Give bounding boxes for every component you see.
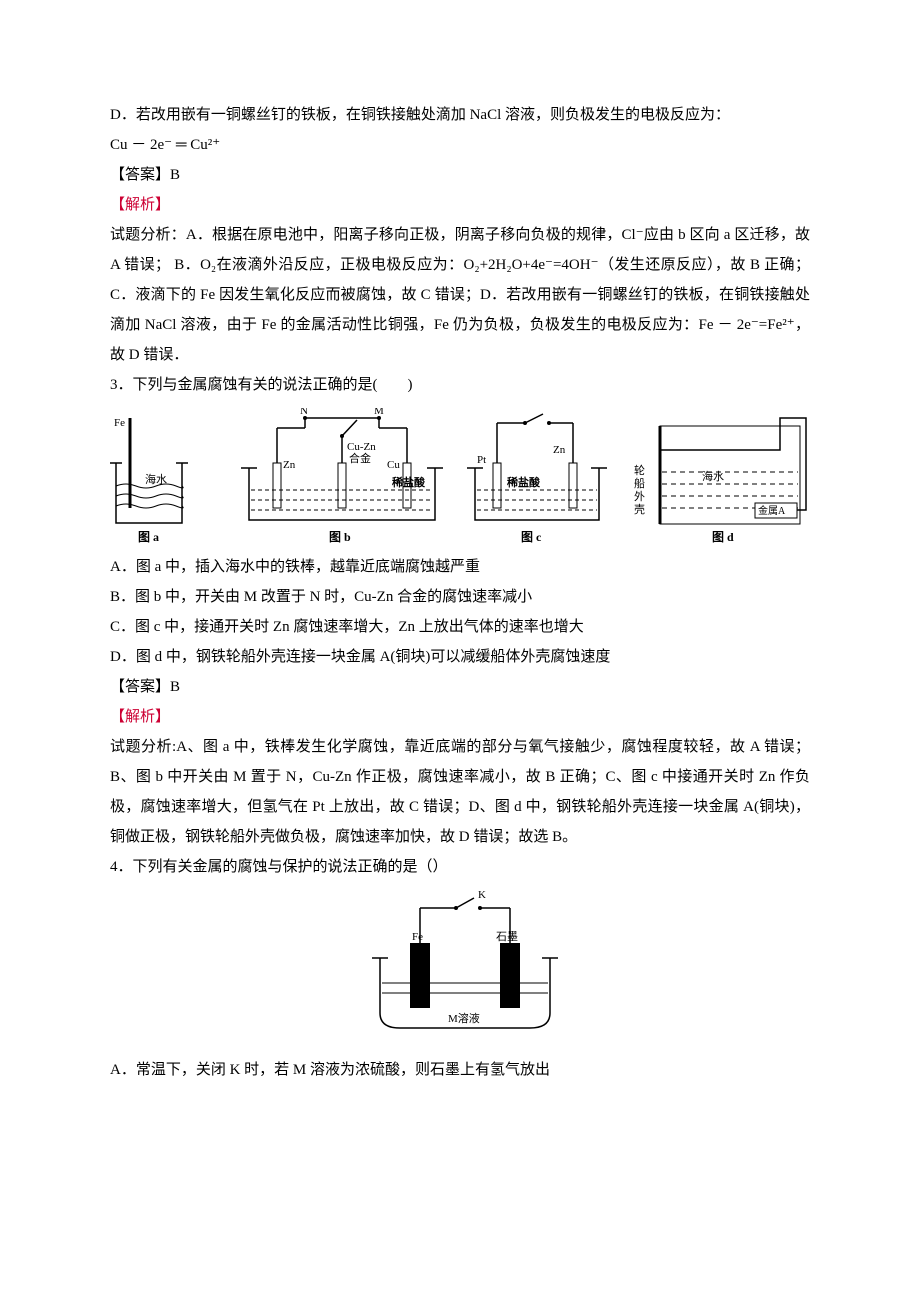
answer-3-value: B xyxy=(170,679,180,695)
option-d-label: D． xyxy=(110,107,136,123)
figD-hull-4: 壳 xyxy=(634,502,645,516)
figC-liquid xyxy=(477,490,597,510)
figB-n-label: N xyxy=(300,408,308,417)
figA-caption: 图 a xyxy=(138,530,159,544)
figC-switch-arm xyxy=(525,414,543,423)
q4-sw-l xyxy=(454,906,458,910)
figure-d: 轮 船 外 壳 海水 金属A 图 d xyxy=(630,408,810,548)
figD-hull-2: 船 xyxy=(634,476,645,490)
figB-alloy-electrode xyxy=(338,463,346,508)
figC-sw-r xyxy=(547,421,551,425)
figC-zn-electrode xyxy=(569,463,577,508)
q4-m-label: M溶液 xyxy=(448,1011,480,1025)
q4-fe-label: Fe xyxy=(412,931,423,943)
figC-zn-label: Zn xyxy=(553,444,566,456)
figB-switch-arm xyxy=(342,420,357,436)
figB-zn-electrode xyxy=(273,463,281,508)
figure-a: Fe 海水 图 a xyxy=(110,408,220,548)
figA-sea-label: 海水 xyxy=(145,472,167,486)
figure-b: N M Zn Cu-Zn 合金 Cu xyxy=(237,408,447,548)
q3-option-b: B．图 b 中，开关由 M 改置于 N 时，Cu-Zn 合金的腐蚀速率减小 xyxy=(110,582,810,612)
figC-caption: 图 c xyxy=(521,530,542,544)
figB-liquid xyxy=(251,490,433,510)
q4-gra-electrode xyxy=(500,943,520,1008)
figure-c: Pt Zn 稀盐酸 图 c xyxy=(463,408,613,548)
analysis-2-label-text: 【解析】 xyxy=(110,197,170,213)
figA-fe-label: Fe xyxy=(114,417,125,429)
figB-trough xyxy=(249,468,435,520)
figB-acid-label: 稀盐酸 xyxy=(392,475,426,489)
figC-trough xyxy=(475,468,599,520)
answer-2-value: B xyxy=(170,167,180,183)
q4-sw-r xyxy=(478,906,482,910)
analysis-3-body: 试题分析:A、图 a 中，铁棒发生化学腐蚀，靠近底端的部分与氧气接触少，腐蚀程度… xyxy=(110,732,810,852)
q4-k-label: K xyxy=(478,889,486,901)
page-content: D．若改用嵌有一铜螺丝钉的铁板，在铜铁接触处滴加 NaCl 溶液，则负极发生的电… xyxy=(0,0,920,1145)
figD-hull-1: 轮 xyxy=(634,463,645,477)
figure-q4: K Fe 石墨 M溶液 xyxy=(360,888,560,1038)
q3-option-c: C．图 c 中，接通开关时 Zn 腐蚀速率增大，Zn 上放出气体的速率也增大 xyxy=(110,612,810,642)
answer-2: 【答案】B xyxy=(110,160,810,190)
q4-option-a: A．常温下，关闭 K 时，若 M 溶液为浓硫酸，则石墨上有氢气放出 xyxy=(110,1055,810,1085)
figB-alloy-label1: Cu-Zn xyxy=(347,441,376,453)
q3-stem: 3．下列与金属腐蚀有关的说法正确的是( ) xyxy=(110,370,810,400)
q3-option-d: D．图 d 中，钢铁轮船外壳连接一块金属 A(铜块)可以减缓船体外壳腐蚀速度 xyxy=(110,642,810,672)
answer-3: 【答案】B xyxy=(110,672,810,702)
q4-stem: 4．下列有关金属的腐蚀与保护的说法正确的是（） xyxy=(110,852,810,882)
figC-sw-l xyxy=(523,421,527,425)
figD-metal-label: 金属A xyxy=(758,504,786,517)
figA-wave3 xyxy=(116,504,183,508)
figA-wave2 xyxy=(116,494,183,498)
figB-alloy-label2: 合金 xyxy=(349,451,371,465)
q4-figure-wrap: K Fe 石墨 M溶液 xyxy=(110,888,810,1049)
option-d-line2: Cu － 2e⁻ ═ Cu²⁺ xyxy=(110,130,810,160)
option-d-line1: D．若改用嵌有一铜螺丝钉的铁板，在铜铁接触处滴加 NaCl 溶液，则负极发生的电… xyxy=(110,100,810,130)
q4-gra-label: 石墨 xyxy=(496,930,518,943)
answer-3-label: 【答案】 xyxy=(110,679,170,695)
figD-sea-label: 海水 xyxy=(702,469,724,483)
figB-caption: 图 b xyxy=(329,530,351,544)
analysis-3-label: 【解析】 xyxy=(110,702,810,732)
figA-beaker xyxy=(116,463,182,523)
analysis-3-label-text: 【解析】 xyxy=(110,709,170,725)
figB-m-label: M xyxy=(374,408,384,417)
answer-2-label: 【答案】 xyxy=(110,167,170,183)
q3-figure-row: Fe 海水 图 a N M xyxy=(110,408,810,548)
q4-switch-arm xyxy=(456,898,474,908)
option-d-text1: 若改用嵌有一铜螺丝钉的铁板，在铜铁接触处滴加 NaCl 溶液，则负极发生的电极反… xyxy=(136,107,730,123)
figC-acid-label: 稀盐酸 xyxy=(507,475,541,489)
figD-caption: 图 d xyxy=(712,530,734,544)
figC-pt-electrode xyxy=(493,463,501,508)
figB-cu-label: Cu xyxy=(387,459,400,471)
figD-hull-3: 外 xyxy=(634,490,645,503)
figC-pt-label: Pt xyxy=(477,454,486,466)
q4-fe-electrode xyxy=(410,943,430,1008)
analysis-2-label: 【解析】 xyxy=(110,190,810,220)
analysis-2-body: 试题分析：A．根据在原电池中，阳离子移向正极，阴离子移向负极的规律，Cl⁻应由 … xyxy=(110,220,810,370)
figB-zn-label: Zn xyxy=(283,459,296,471)
q3-option-a: A．图 a 中，插入海水中的铁棒，越靠近底端腐蚀越严重 xyxy=(110,552,810,582)
